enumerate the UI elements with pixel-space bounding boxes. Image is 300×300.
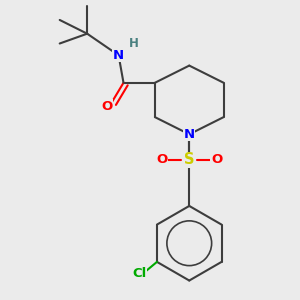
Text: S: S [184,152,194,167]
Text: Cl: Cl [132,267,146,280]
Text: H: H [129,37,139,50]
Text: N: N [184,128,195,141]
Text: O: O [101,100,112,113]
Text: O: O [211,153,222,166]
Text: N: N [184,128,195,141]
Text: O: O [156,153,167,166]
Text: N: N [113,49,124,62]
